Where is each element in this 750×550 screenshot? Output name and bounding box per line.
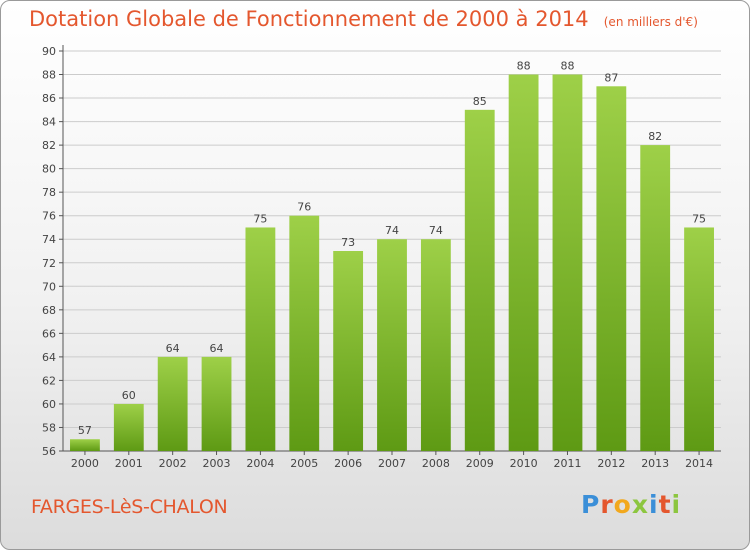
bar bbox=[552, 74, 583, 451]
logo-letter: o bbox=[613, 490, 632, 519]
bar bbox=[70, 439, 100, 451]
bar bbox=[245, 227, 276, 451]
data-label: 85 bbox=[473, 95, 487, 108]
x-tick-label: 2013 bbox=[641, 457, 669, 470]
y-tick-label: 58 bbox=[42, 421, 56, 434]
logo-letter: t bbox=[658, 490, 672, 519]
y-tick-label: 84 bbox=[42, 116, 56, 129]
chart-unit: (en milliers d'€) bbox=[603, 15, 698, 29]
y-tick-label: 66 bbox=[42, 327, 56, 340]
logo-letter: x bbox=[631, 490, 649, 519]
chart-title-block: Dotation Globale de Fonctionnement de 20… bbox=[29, 7, 698, 31]
data-label: 60 bbox=[122, 389, 136, 402]
y-tick-label: 88 bbox=[42, 69, 56, 82]
x-tick-label: 2006 bbox=[334, 457, 362, 470]
data-label: 73 bbox=[341, 236, 355, 249]
x-tick-label: 2004 bbox=[246, 457, 274, 470]
data-label: 74 bbox=[385, 224, 399, 237]
y-tick-label: 70 bbox=[42, 280, 56, 293]
bar bbox=[113, 403, 144, 451]
x-tick-label: 2012 bbox=[597, 457, 625, 470]
x-tick-label: 2009 bbox=[466, 457, 494, 470]
data-label: 75 bbox=[253, 212, 267, 225]
data-label: 74 bbox=[429, 224, 443, 237]
x-tick-label: 2007 bbox=[378, 457, 406, 470]
x-tick-label: 2001 bbox=[115, 457, 143, 470]
y-tick-label: 64 bbox=[42, 351, 56, 364]
y-tick-label: 78 bbox=[42, 186, 56, 199]
bar bbox=[289, 215, 320, 451]
x-tick-label: 2003 bbox=[203, 457, 231, 470]
bar bbox=[201, 356, 232, 451]
x-tick-label: 2008 bbox=[422, 457, 450, 470]
y-tick-label: 60 bbox=[42, 398, 56, 411]
bar bbox=[464, 109, 495, 451]
x-tick-label: 2010 bbox=[510, 457, 538, 470]
logo-letter: i bbox=[671, 490, 682, 519]
bar bbox=[640, 145, 671, 451]
bar bbox=[420, 239, 451, 451]
logo-letter: P bbox=[581, 490, 601, 519]
x-tick-label: 2005 bbox=[290, 457, 318, 470]
proxiti-logo: Proxiti bbox=[581, 490, 681, 519]
data-label: 88 bbox=[517, 60, 531, 73]
y-tick-label: 72 bbox=[42, 257, 56, 270]
bar bbox=[157, 356, 188, 451]
y-tick-label: 68 bbox=[42, 304, 56, 317]
chart-title: Dotation Globale de Fonctionnement de 20… bbox=[29, 7, 589, 31]
bar bbox=[596, 86, 627, 451]
y-tick-label: 74 bbox=[42, 233, 56, 246]
data-label: 82 bbox=[648, 130, 662, 143]
bar bbox=[684, 227, 714, 451]
y-tick-label: 82 bbox=[42, 139, 56, 152]
data-label: 64 bbox=[166, 342, 180, 355]
y-tick-label: 76 bbox=[42, 210, 56, 223]
x-tick-label: 2014 bbox=[685, 457, 713, 470]
data-label: 88 bbox=[560, 60, 574, 73]
bar bbox=[333, 251, 364, 451]
y-tick-label: 62 bbox=[42, 374, 56, 387]
data-label: 75 bbox=[692, 212, 706, 225]
location-name: FARGES-LèS-CHALON bbox=[31, 496, 228, 518]
logo-letter: r bbox=[600, 490, 614, 519]
y-tick-label: 90 bbox=[42, 45, 56, 58]
data-label: 87 bbox=[604, 71, 618, 84]
x-tick-label: 2000 bbox=[71, 457, 99, 470]
data-label: 76 bbox=[297, 201, 311, 214]
y-tick-label: 86 bbox=[42, 92, 56, 105]
logo-letter: i bbox=[649, 490, 659, 519]
y-tick-label: 56 bbox=[42, 445, 56, 458]
x-tick-label: 2011 bbox=[553, 457, 581, 470]
y-tick-label: 80 bbox=[42, 163, 56, 176]
data-label: 64 bbox=[210, 342, 224, 355]
x-tick-label: 2002 bbox=[159, 457, 187, 470]
bar bbox=[508, 74, 539, 451]
bar bbox=[377, 239, 407, 451]
data-label: 57 bbox=[78, 424, 92, 437]
